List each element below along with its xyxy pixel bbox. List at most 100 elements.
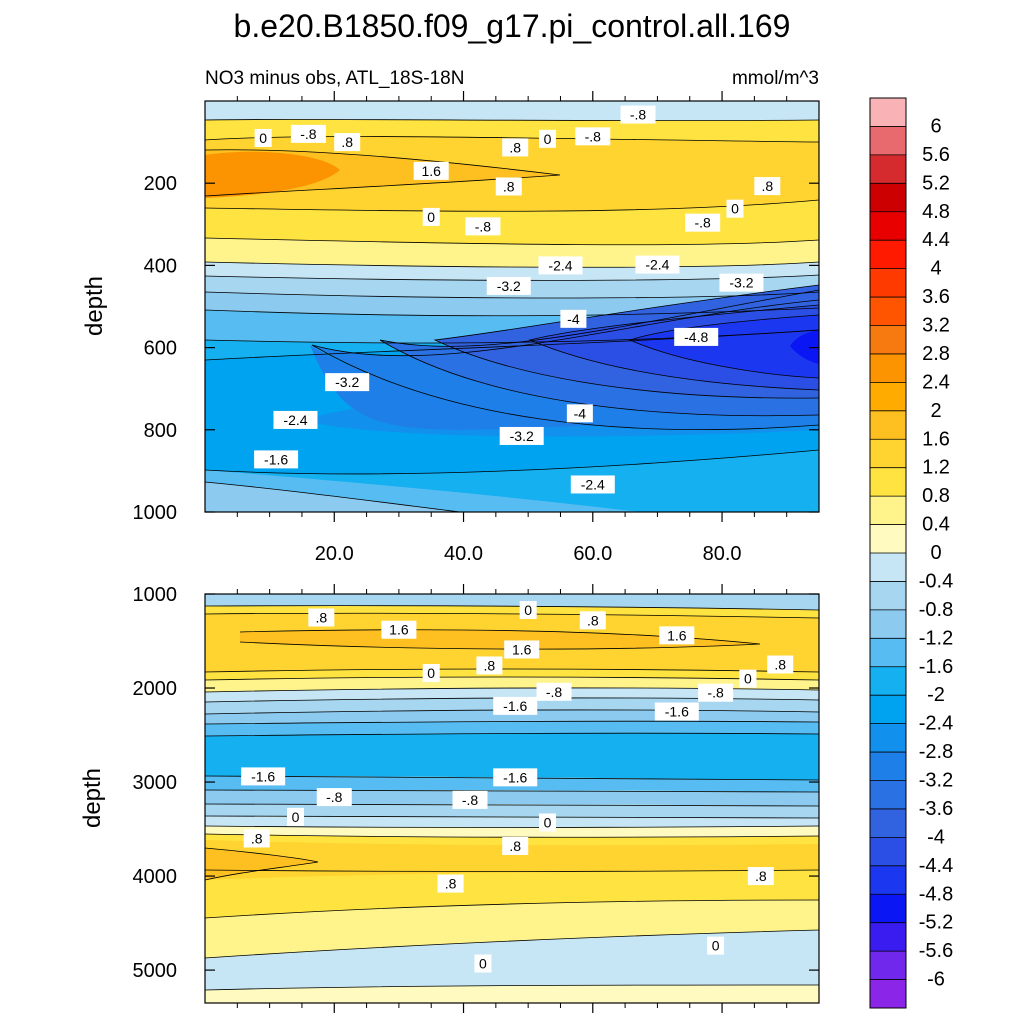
colorbar-swatch <box>870 126 906 156</box>
y-tick-label: 1000 <box>133 584 178 606</box>
contour-label: 1.6 <box>659 626 695 645</box>
colorbar-label: 4 <box>930 258 941 280</box>
contour-fill-neg-52 <box>790 330 819 364</box>
contour-label: 0 <box>707 936 725 955</box>
colorbar-swatch <box>870 467 906 497</box>
contour-line <box>205 825 819 828</box>
colorbar-label: -0.4 <box>919 570 953 592</box>
colorbar-swatch <box>870 894 906 924</box>
contour-label: -4 <box>560 309 587 328</box>
contour-fill-zero <box>205 826 819 838</box>
contour-fill-neg-04b <box>205 816 819 828</box>
contour-label: .8 <box>437 874 464 893</box>
colorbar-label: 4.4 <box>922 229 950 251</box>
contour-label: .8 <box>502 138 529 157</box>
colorbar-swatch <box>870 382 906 412</box>
colorbar-label: -5.6 <box>919 940 953 962</box>
svg-text:-1.6: -1.6 <box>251 768 275 784</box>
contour-label: -1.6 <box>241 767 286 786</box>
contour-label: -.8 <box>575 127 611 146</box>
svg-text:.8: .8 <box>755 868 767 884</box>
svg-text:1.6: 1.6 <box>421 163 441 179</box>
svg-text:-.8: -.8 <box>300 126 317 142</box>
lower-plot-frame <box>204 593 820 1004</box>
svg-text:-1.6: -1.6 <box>503 769 527 785</box>
svg-text:-.8: -.8 <box>326 789 343 805</box>
colorbar-label: -2 <box>927 684 945 706</box>
svg-text:0: 0 <box>712 938 720 954</box>
svg-text:-.8: -.8 <box>585 128 602 144</box>
y-tick-label: 800 <box>144 420 177 442</box>
contour-label: 0 <box>539 813 557 832</box>
contour-label: .8 <box>334 133 361 152</box>
contour-line <box>379 289 819 417</box>
colorbar-label: -0.8 <box>919 599 953 621</box>
contour-label: -1.6 <box>493 768 538 787</box>
contour-fill-pos-24 <box>205 151 340 198</box>
contour-fill-neg-04 <box>205 687 819 702</box>
colorbar-swatch <box>870 325 906 355</box>
contour-line <box>205 199 819 212</box>
svg-text:.8: .8 <box>251 830 263 846</box>
contour-label: 0 <box>422 663 440 682</box>
colorbar-label: 0 <box>930 542 941 564</box>
svg-text:-.8: -.8 <box>630 107 647 123</box>
colorbar-swatch <box>870 524 906 554</box>
colorbar-label: -5.2 <box>919 912 953 934</box>
svg-text:0: 0 <box>259 130 267 146</box>
svg-text:0: 0 <box>524 602 532 618</box>
contour-label: -3.2 <box>499 426 544 445</box>
x-tick-label: 80.0 <box>703 543 742 565</box>
svg-text:.8: .8 <box>484 657 496 673</box>
colorbar-swatch <box>870 723 906 753</box>
contour-label: 1.6 <box>381 620 417 639</box>
contour-fill-neg-16 <box>205 721 819 736</box>
contour-label: 0 <box>726 199 744 218</box>
svg-text:0: 0 <box>731 201 739 217</box>
svg-text:1.6: 1.6 <box>512 641 532 657</box>
svg-text:0: 0 <box>427 209 435 225</box>
contour-label: -.8 <box>465 217 501 236</box>
colorbar-label: -1.2 <box>919 627 953 649</box>
units-label: mmol/m^3 <box>732 68 819 89</box>
svg-text:-3.2: -3.2 <box>729 275 753 291</box>
colorbar-label: 2 <box>930 400 941 422</box>
svg-text:-4: -4 <box>574 405 587 421</box>
contour-label: 0 <box>519 600 537 619</box>
contour-label: -4.8 <box>674 327 719 346</box>
colorbar-swatch <box>870 780 906 810</box>
svg-text:.8: .8 <box>445 876 457 892</box>
colorbar-swatch <box>870 240 906 270</box>
contour-line <box>433 284 819 399</box>
svg-text:-.8: -.8 <box>694 215 711 231</box>
contour-line <box>205 869 819 872</box>
contour-line <box>205 732 819 737</box>
contour-label: .8 <box>579 611 606 630</box>
contour-fill-zero-b <box>205 985 819 1003</box>
svg-text:.8: .8 <box>587 612 599 628</box>
chart-title: b.e20.B1850.f09_g17.pi_control.all.169 <box>234 8 791 44</box>
contour-fill-surface-neg <box>205 594 819 610</box>
contour-line <box>205 720 819 725</box>
contour-label: -3.2 <box>325 373 370 392</box>
svg-text:.8: .8 <box>315 610 327 626</box>
contour-label: -1.6 <box>254 450 299 469</box>
colorbar-label: 1.2 <box>922 457 950 479</box>
contour-label: -.8 <box>536 682 572 701</box>
colorbar-label: -2.8 <box>919 741 953 763</box>
svg-text:-4.8: -4.8 <box>684 329 708 345</box>
contour-line <box>205 676 819 681</box>
x-tick-label: 60.0 <box>573 543 612 565</box>
colorbar-swatch <box>870 211 906 241</box>
colorbar-label: 0.8 <box>922 485 950 507</box>
colorbar-label: 4.8 <box>922 201 950 223</box>
svg-text:-3.2: -3.2 <box>510 428 534 444</box>
colorbar-label: -3.6 <box>919 798 953 820</box>
x-tick-label: 20.0 <box>315 543 354 565</box>
contour-label: -2.4 <box>635 255 680 274</box>
contour-line <box>205 329 819 361</box>
contour-label: 0 <box>422 207 440 226</box>
contour-label: -2.4 <box>570 475 615 494</box>
svg-text:.8: .8 <box>341 134 353 150</box>
svg-text:-.8: -.8 <box>475 218 492 234</box>
